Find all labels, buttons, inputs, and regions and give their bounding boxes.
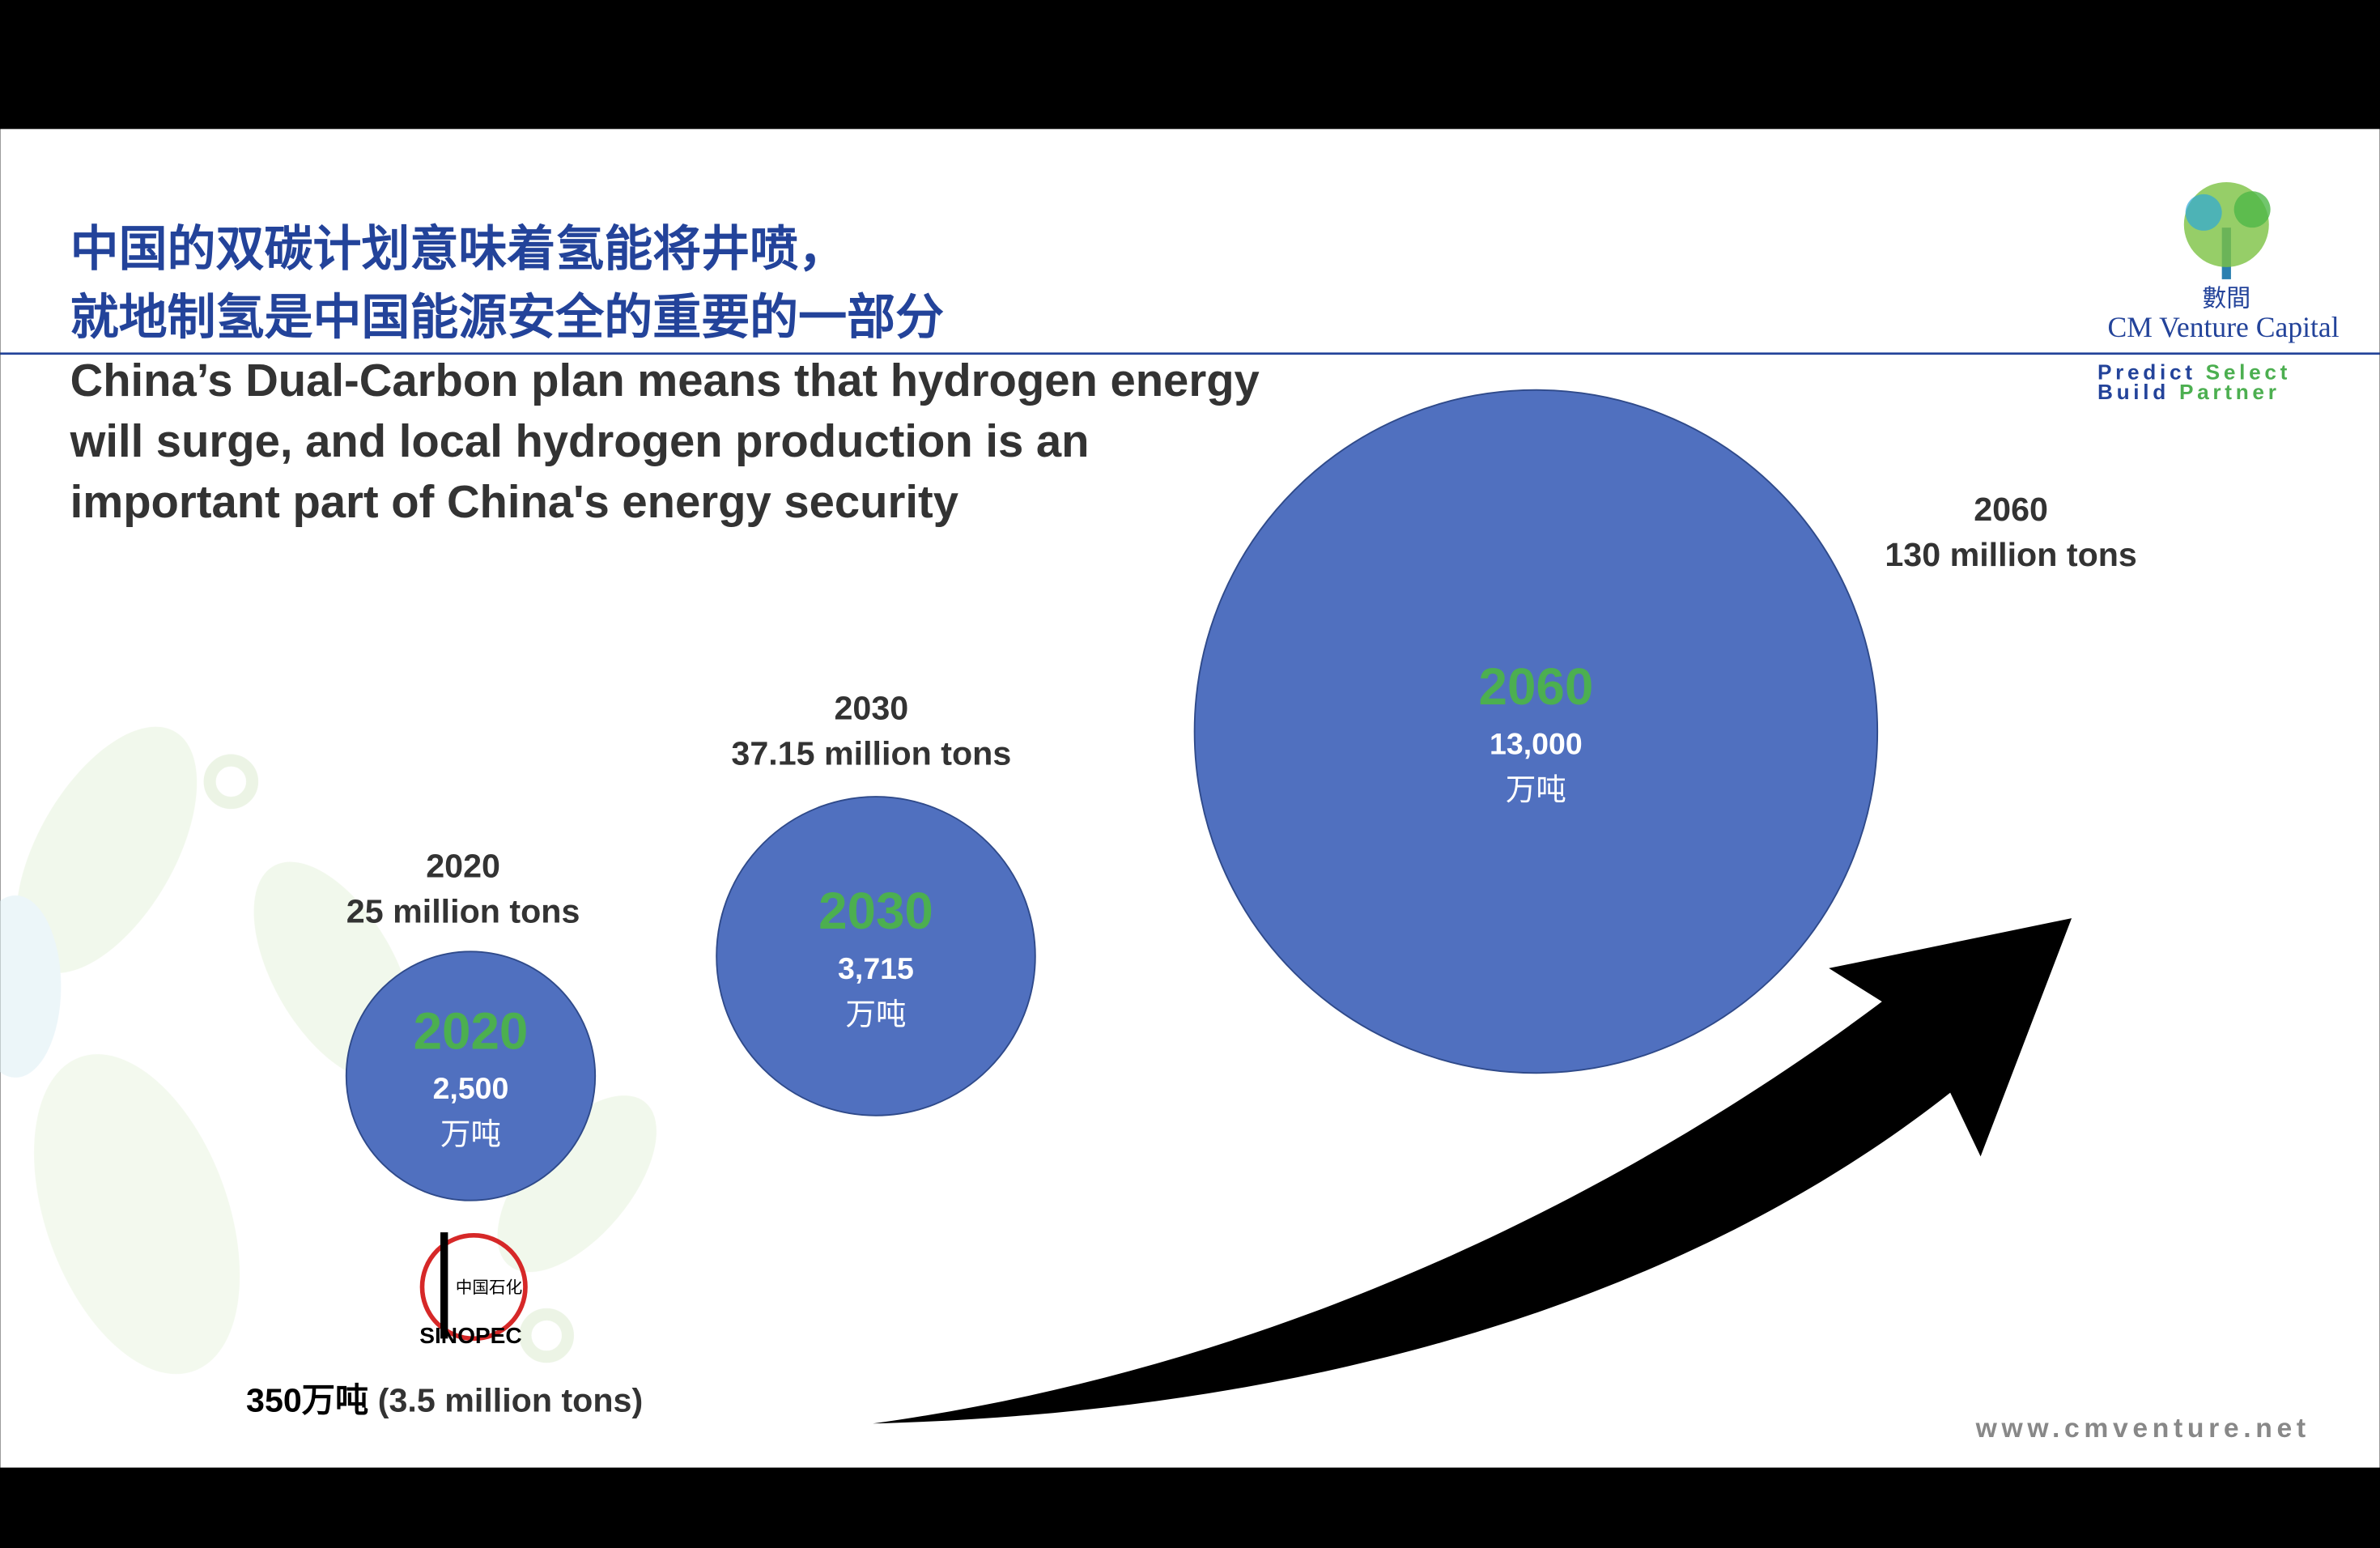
title-zh: 就地制氢是中国能源安全的重要的一部分 [70,290,944,344]
growth-arrow [873,918,2072,1424]
bubble-value: 2,500 [433,1071,509,1105]
bubble-year: 2030 [818,882,933,940]
bubbles: 2020 25 million tons 2020 2,500 万吨 2030 37.15 … [345,389,2137,1201]
leaf-decor [0,726,657,1375]
bubble [345,950,597,1201]
bubble-year-caption: 2060 [1974,491,2048,528]
bubble [1193,389,1879,1074]
slide-bg [0,129,2380,1468]
tagline-word: Build [2097,380,2170,404]
bubble-year-caption: 2030 [835,690,909,727]
sinopec-note: 350万吨 (3.5 million tons) [246,1381,643,1418]
bubble-year: 2060 [1479,657,1594,716]
bubble-unit: 万吨 [1506,772,1566,806]
bubble-caption: 130 million tons [1885,536,2137,573]
tagline-word: Select [2206,360,2291,385]
logo-name: CM Venture Capital [2107,311,2339,343]
bubble-caption: 25 million tons [346,893,580,930]
bubble-year-caption: 2020 [426,847,500,884]
sinopec-name: SINOPEC [419,1323,522,1348]
title-en: will surge, and local hydrogen productio… [70,415,1090,466]
bubble-unit: 万吨 [845,997,906,1031]
bubble-unit: 万吨 [440,1116,501,1150]
note-zh: 350万吨 [246,1381,368,1418]
sinopec-zh: 中国石化 [456,1278,522,1297]
sinopec-logo: 中国石化 SINOPEC [419,1232,528,1348]
bubble-year: 2020 [414,1002,529,1060]
tagline: Predict Select [2097,360,2291,385]
logo-zh: 數間 [2202,286,2250,313]
logo: 數間 CM Venture Capital Predict Select Bui… [2097,181,2340,404]
title-en: China’s Dual-Carbon plan means that hydr… [70,355,1260,406]
bubble-value: 13,000 [1490,727,1583,761]
bubble-value: 3,715 [838,951,914,985]
website: www.cmventure.net [1975,1413,2310,1444]
note-en: (3.5 million tons) [378,1381,643,1418]
title-zh: 中国的双碳计划意味着氢能将井喷， [70,222,847,276]
bubble [716,796,1036,1116]
bubble-caption: 37.15 million tons [731,735,1011,772]
tagline: Build Partner [2097,380,2280,404]
title-en: important part of China's energy securit… [70,476,958,527]
tagline-word: Partner [2179,380,2280,404]
tagline-word: Predict [2097,360,2196,385]
